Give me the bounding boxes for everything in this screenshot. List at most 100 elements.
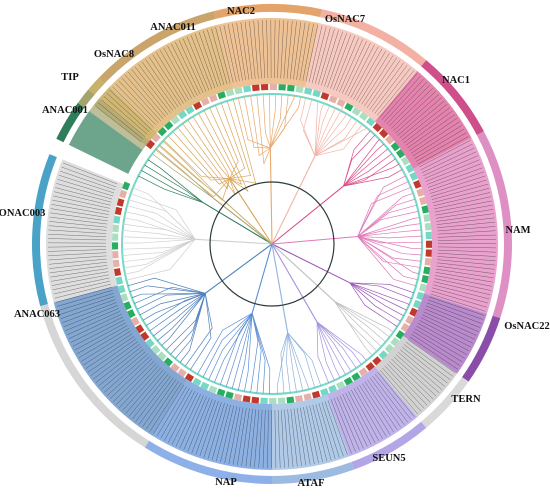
leaf-label-tick — [434, 200, 492, 213]
leaf-label-tick — [306, 406, 319, 464]
leaf-marker — [425, 249, 432, 257]
leaf-label-tick — [437, 230, 496, 235]
branch-leaf — [343, 153, 393, 187]
leaf-label-tick — [224, 406, 238, 463]
leaf-marker — [409, 171, 418, 181]
leaf-label-tick — [134, 66, 171, 113]
leaf-label-tick — [428, 167, 483, 188]
branch-leaf — [349, 282, 404, 317]
clade-band-nac2 — [217, 18, 319, 89]
branch-leaf — [357, 198, 416, 237]
leaf-marker — [303, 393, 312, 401]
leaf-label-tick — [405, 110, 453, 146]
leaf-label-tick — [397, 97, 442, 136]
leaf-marker — [304, 87, 313, 95]
branch-leaf — [357, 204, 417, 237]
leaf-label-tick — [215, 27, 231, 84]
branch-leaf — [314, 106, 344, 157]
leaf-marker — [114, 206, 123, 216]
branch-leaf — [147, 159, 204, 204]
leaf-label-tick — [324, 31, 343, 87]
branch-leaf — [231, 313, 253, 389]
leaf-label-tick — [327, 32, 348, 88]
leaf-marker — [419, 196, 427, 206]
branch-leaf — [251, 313, 266, 394]
leaf-label-tick — [386, 81, 427, 125]
branch-leaf — [214, 104, 239, 179]
outer-arc-anac001 — [56, 102, 85, 143]
leaf-label-tick — [437, 253, 496, 257]
branch-leaf — [343, 143, 385, 187]
leaf-label-tick — [98, 102, 144, 140]
outer-arc-nac2 — [213, 3, 322, 19]
branch-leaf — [287, 332, 316, 388]
leaf-label-tick — [61, 166, 117, 188]
leaf-label-tick — [311, 26, 327, 83]
leaf-label-tick — [227, 24, 240, 82]
leaf-marker — [424, 257, 432, 266]
leaf-label-tick — [88, 338, 136, 373]
leaf-label-tick — [128, 371, 167, 417]
leaf-label-tick — [57, 179, 114, 197]
leaf-label-tick — [423, 311, 477, 336]
leaf-marker — [384, 135, 395, 145]
branch-stem-nam — [271, 235, 358, 245]
leaf-marker — [192, 101, 203, 111]
leaf-label-tick — [437, 239, 496, 241]
leaf-label-tick — [63, 162, 118, 185]
leaf-label-tick — [421, 147, 475, 174]
leaf-marker — [120, 293, 129, 302]
branch-leaf — [349, 282, 414, 294]
branch-leaf — [127, 277, 206, 294]
branch-leaf — [138, 175, 204, 204]
leaf-label-tick — [56, 290, 113, 307]
branch-stem-osnac22 — [271, 243, 351, 284]
leaf-label-tick — [290, 408, 298, 467]
leaf-marker — [217, 91, 226, 100]
leaf-label-tick — [414, 328, 465, 359]
leaf-label-tick — [52, 199, 110, 212]
leaf-label-tick — [374, 67, 411, 114]
leaf-label-tick — [194, 33, 216, 89]
leaf-label-tick — [76, 325, 128, 355]
leaf-label-tick — [219, 26, 234, 83]
leaf-marker — [135, 324, 145, 334]
branch-leaf — [314, 123, 363, 157]
leaf-label-tick — [53, 195, 110, 209]
branch-leaf — [357, 236, 422, 244]
leaf-label-tick — [182, 38, 207, 92]
leaf-label-tick — [49, 221, 107, 228]
leaf-label-tick — [356, 50, 386, 102]
leaf-marker — [112, 233, 119, 241]
branch-leaf — [357, 236, 421, 268]
branch-leaf — [130, 193, 196, 240]
leaf-marker — [269, 397, 277, 405]
leaf-label-tick — [199, 401, 219, 457]
outer-arc-nam — [476, 131, 512, 319]
leaf-label-tick — [125, 369, 164, 414]
branch-leaf — [334, 301, 386, 343]
leaf-label-tick — [253, 20, 259, 79]
leaf-marker — [295, 395, 304, 403]
branch-leaf — [237, 97, 271, 149]
branch-leaf — [314, 127, 368, 157]
leaf-label-tick — [318, 403, 336, 459]
leaf-label-tick — [48, 233, 107, 238]
leaf-label-tick — [51, 271, 109, 282]
leaf-label-tick — [281, 409, 285, 468]
leaf-label-tick — [417, 136, 469, 165]
leaf-label-tick — [262, 409, 266, 468]
branch-leaf — [162, 140, 218, 195]
leaf-label-tick — [376, 70, 415, 116]
leaf-label-tick — [51, 274, 109, 286]
leaf-label-tick — [183, 396, 207, 450]
leaf-marker — [113, 268, 122, 277]
leaf-label-tick — [364, 57, 397, 107]
leaf-marker — [243, 85, 252, 93]
leaf-label-tick — [62, 302, 117, 324]
leaf-marker — [200, 97, 210, 107]
branch-leaf — [172, 131, 230, 185]
leaf-label-tick — [426, 163, 482, 185]
leaf-label-tick — [257, 20, 262, 79]
